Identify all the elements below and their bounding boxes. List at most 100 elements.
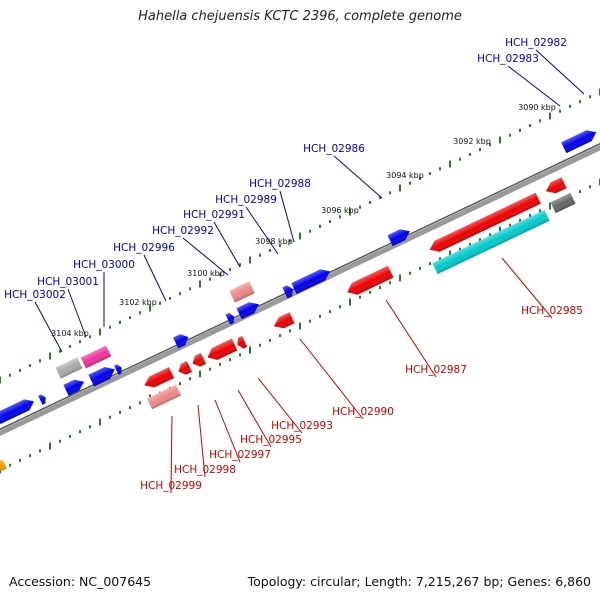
gene-red-02999 [144, 367, 175, 388]
gene-blue-02996 [173, 334, 189, 349]
gene-red-02985a [429, 192, 541, 252]
gene-blue-02986-shade [387, 229, 410, 247]
label-hch-02985: HCH_02985 [521, 305, 583, 317]
map-title: Hahella chejuensis KCTC 2396, complete g… [138, 9, 462, 24]
scale-label-5: 3100 kbp [187, 269, 225, 278]
label-hch-02985-leader [501, 257, 553, 319]
label-hch-02993-leader [257, 377, 303, 434]
label-hch-02988-leader [279, 190, 295, 243]
gene-blue-03002b [63, 379, 85, 396]
gene-red-02999-shade [144, 367, 175, 388]
gene-blue-edge [0, 399, 35, 425]
gene-blue-02992-shade [225, 312, 235, 325]
gene-blue-small-b [38, 394, 46, 405]
scale-label-3: 3096 kbp [321, 206, 359, 215]
label-hch-02997-leader [214, 399, 241, 463]
label-hch-02983-leader [507, 65, 561, 107]
gene-red-02998-shade [178, 361, 192, 375]
gene-blue-02982-shade [561, 130, 597, 154]
gene-red-02997-shade [192, 353, 206, 367]
gene-salmon-02999b-shade [146, 384, 182, 410]
gene-blue-02986 [387, 229, 410, 247]
gene-blue-02989 [282, 285, 294, 299]
scale-label-7: 3104 kbp [51, 329, 89, 338]
label-hch-02991: HCH_02991 [183, 209, 245, 221]
accession-text: Accession: NC_007645 [9, 574, 152, 589]
gene-blue-02992 [225, 312, 235, 325]
gene-blue-02991 [236, 302, 259, 320]
label-hch-02983: HCH_02983 [477, 53, 539, 65]
gene-pink-03000-shade [80, 345, 112, 369]
gene-grey-03002 [55, 357, 83, 379]
gene-red-02984 [545, 177, 567, 194]
gene-red-02990-shade [273, 312, 295, 329]
label-hch-03002-leader [34, 301, 63, 353]
scale-labels: 3090 kbp 3092 kbp 3094 kbp 3096 kbp 3098 kbp… [51, 103, 556, 338]
genome-summary-text: Topology: circular; Length: 7,215,267 bp… [247, 574, 591, 589]
gene-blue-02988 [291, 269, 331, 295]
gene-blue-02996-shade [173, 334, 189, 349]
gene-pink-03000 [80, 345, 112, 369]
gene-blue-03001-shade [88, 366, 115, 387]
gene-orange-edge-shade [0, 459, 7, 471]
label-hch-02998-leader [197, 404, 206, 478]
label-hch-02991-leader [213, 221, 241, 268]
gene-blue-03001 [88, 366, 115, 387]
gene-salmon-02990-shade [229, 281, 255, 303]
label-hch-02996-leader [143, 254, 167, 302]
gene-red-02984-shade [545, 177, 567, 194]
label-hch-02982-leader [535, 49, 585, 95]
gene-darkgrey [550, 192, 576, 214]
scale-label-4: 3098 kbp [255, 237, 293, 246]
gene-blue-small-a [114, 364, 122, 375]
gene-features [0, 130, 597, 471]
gene-blue-02991-shade [236, 302, 259, 320]
label-hch-02990: HCH_02990 [332, 406, 394, 418]
gene-salmon-02999b [146, 384, 182, 410]
label-hch-02999: HCH_02999 [140, 480, 202, 492]
gene-red-02990 [273, 312, 295, 329]
label-hch-02995: HCH_02995 [240, 434, 302, 446]
gene-red-02985a-shade [429, 192, 541, 252]
gene-red-02995 [207, 338, 238, 360]
gene-salmon-02990 [229, 281, 255, 303]
label-hch-02988: HCH_02988 [249, 178, 311, 190]
gene-grey-03002-shade [55, 357, 83, 379]
scale-label-2: 3094 kbp [386, 171, 424, 180]
label-hch-02992-leader [182, 237, 229, 276]
gene-red-02995-shade [207, 338, 238, 360]
label-hch-02989-leader [245, 206, 279, 255]
label-leaders [34, 49, 585, 494]
scale-label-0: 3090 kbp [518, 103, 556, 112]
gene-blue-edge-shade [0, 399, 35, 425]
label-hch-02987: HCH_02987 [405, 364, 467, 376]
label-hch-02999-leader [170, 415, 173, 494]
gene-blue-small-b-shade [38, 394, 46, 405]
label-hch-03001-leader [67, 288, 87, 338]
label-hch-02992: HCH_02992 [152, 225, 214, 237]
gene-cyan-02985b-shade [432, 209, 550, 275]
gene-cyan-02985b [432, 209, 550, 275]
label-hch-02987-leader [385, 299, 437, 378]
label-hch-02982: HCH_02982 [505, 37, 567, 49]
label-hch-02995-leader [237, 389, 272, 448]
label-hch-02986: HCH_02986 [303, 143, 365, 155]
label-hch-02986-leader [333, 155, 383, 199]
label-hch-02998: HCH_02998 [174, 464, 236, 476]
gene-red-02987-shade [347, 265, 394, 295]
label-hch-02996: HCH_02996 [113, 242, 175, 254]
gene-red-02997 [192, 353, 206, 367]
gene-labels: HCH_02982 HCH_02983 HCH_02986 HCH_02988 HCH_… [4, 37, 583, 492]
label-hch-02990-leader [299, 338, 364, 420]
scale-label-1: 3092 kbp [453, 137, 491, 146]
gene-darkgrey-shade [550, 192, 576, 214]
label-hch-03000: HCH_03000 [73, 259, 135, 271]
gene-red-02993-shade [237, 335, 248, 349]
gene-blue-small-a-shade [114, 364, 122, 375]
gene-blue-02989-shade [282, 285, 294, 299]
label-hch-03002: HCH_03002 [4, 289, 66, 301]
gene-red-02998 [178, 361, 192, 375]
gene-blue-02982 [561, 130, 597, 154]
label-hch-02993: HCH_02993 [271, 420, 333, 432]
